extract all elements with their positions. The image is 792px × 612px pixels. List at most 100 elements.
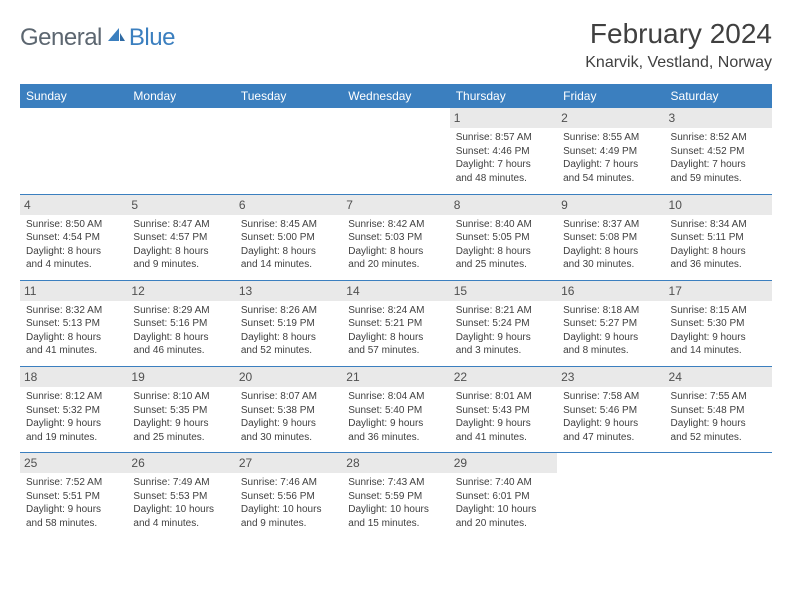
day-number: 23 bbox=[557, 367, 664, 387]
sunset-text: Sunset: 5:13 PM bbox=[26, 317, 121, 331]
sunrise-text: Sunrise: 7:40 AM bbox=[456, 476, 551, 490]
daylight-text-2: and 9 minutes. bbox=[133, 258, 228, 272]
daylight-text-1: Daylight: 8 hours bbox=[133, 245, 228, 259]
calendar-row: 18Sunrise: 8:12 AMSunset: 5:32 PMDayligh… bbox=[20, 366, 772, 452]
daylight-text-1: Daylight: 9 hours bbox=[133, 417, 228, 431]
sunrise-text: Sunrise: 7:43 AM bbox=[348, 476, 443, 490]
header: General Blue February 2024 Knarvik, Vest… bbox=[20, 18, 772, 72]
calendar-cell: 20Sunrise: 8:07 AMSunset: 5:38 PMDayligh… bbox=[235, 366, 342, 452]
day-number: 17 bbox=[665, 281, 772, 301]
calendar-cell: 4Sunrise: 8:50 AMSunset: 4:54 PMDaylight… bbox=[20, 194, 127, 280]
logo-word-2: Blue bbox=[129, 24, 175, 52]
calendar-cell: 22Sunrise: 8:01 AMSunset: 5:43 PMDayligh… bbox=[450, 366, 557, 452]
day-number: 24 bbox=[665, 367, 772, 387]
calendar-row: 4Sunrise: 8:50 AMSunset: 4:54 PMDaylight… bbox=[20, 194, 772, 280]
day-number: 20 bbox=[235, 367, 342, 387]
day-number: 1 bbox=[450, 108, 557, 128]
daylight-text-2: and 9 minutes. bbox=[241, 517, 336, 531]
day-number: 19 bbox=[127, 367, 234, 387]
sunrise-text: Sunrise: 8:50 AM bbox=[26, 218, 121, 232]
daylight-text-2: and 36 minutes. bbox=[348, 431, 443, 445]
sunset-text: Sunset: 5:11 PM bbox=[671, 231, 766, 245]
sunset-text: Sunset: 5:24 PM bbox=[456, 317, 551, 331]
day-header: Sunday bbox=[20, 84, 127, 108]
day-number: 11 bbox=[20, 281, 127, 301]
daylight-text-2: and 30 minutes. bbox=[563, 258, 658, 272]
calendar-cell: 8Sunrise: 8:40 AMSunset: 5:05 PMDaylight… bbox=[450, 194, 557, 280]
daylight-text-1: Daylight: 10 hours bbox=[348, 503, 443, 517]
daylight-text-1: Daylight: 7 hours bbox=[671, 158, 766, 172]
day-number: 5 bbox=[127, 195, 234, 215]
sunset-text: Sunset: 5:32 PM bbox=[26, 404, 121, 418]
calendar-cell: 6Sunrise: 8:45 AMSunset: 5:00 PMDaylight… bbox=[235, 194, 342, 280]
calendar-cell: 27Sunrise: 7:46 AMSunset: 5:56 PMDayligh… bbox=[235, 453, 342, 539]
day-number: 27 bbox=[235, 453, 342, 473]
daylight-text-2: and 3 minutes. bbox=[456, 344, 551, 358]
sunset-text: Sunset: 4:46 PM bbox=[456, 145, 551, 159]
daylight-text-2: and 14 minutes. bbox=[671, 344, 766, 358]
sunset-text: Sunset: 4:52 PM bbox=[671, 145, 766, 159]
daylight-text-1: Daylight: 7 hours bbox=[456, 158, 551, 172]
sunrise-text: Sunrise: 8:18 AM bbox=[563, 304, 658, 318]
day-number: 28 bbox=[342, 453, 449, 473]
sunrise-text: Sunrise: 7:55 AM bbox=[671, 390, 766, 404]
daylight-text-1: Daylight: 8 hours bbox=[26, 245, 121, 259]
daylight-text-1: Daylight: 8 hours bbox=[456, 245, 551, 259]
sunset-text: Sunset: 4:57 PM bbox=[133, 231, 228, 245]
calendar-cell: 29Sunrise: 7:40 AMSunset: 6:01 PMDayligh… bbox=[450, 453, 557, 539]
daylight-text-2: and 36 minutes. bbox=[671, 258, 766, 272]
sunrise-text: Sunrise: 8:04 AM bbox=[348, 390, 443, 404]
sunset-text: Sunset: 4:54 PM bbox=[26, 231, 121, 245]
daylight-text-1: Daylight: 8 hours bbox=[133, 331, 228, 345]
sunrise-text: Sunrise: 8:57 AM bbox=[456, 131, 551, 145]
logo: General Blue bbox=[20, 24, 175, 52]
day-number: 9 bbox=[557, 195, 664, 215]
sunset-text: Sunset: 5:51 PM bbox=[26, 490, 121, 504]
calendar-cell: 5 Sunrise: 8:47 AMSunset: 4:57 PMDaylight… bbox=[127, 194, 234, 280]
daylight-text-1: Daylight: 8 hours bbox=[671, 245, 766, 259]
daylight-text-2: and 20 minutes. bbox=[348, 258, 443, 272]
daylight-text-2: and 47 minutes. bbox=[563, 431, 658, 445]
sunset-text: Sunset: 5:03 PM bbox=[348, 231, 443, 245]
sunset-text: Sunset: 5:16 PM bbox=[133, 317, 228, 331]
daylight-text-1: Daylight: 8 hours bbox=[26, 331, 121, 345]
day-number: 26 bbox=[127, 453, 234, 473]
calendar-cell bbox=[342, 108, 449, 194]
day-number: 12 bbox=[127, 281, 234, 301]
daylight-text-1: Daylight: 10 hours bbox=[456, 503, 551, 517]
daylight-text-2: and 52 minutes. bbox=[671, 431, 766, 445]
calendar-cell bbox=[20, 108, 127, 194]
title-block: February 2024 Knarvik, Vestland, Norway bbox=[585, 18, 772, 72]
calendar-cell bbox=[235, 108, 342, 194]
daylight-text-2: and 41 minutes. bbox=[456, 431, 551, 445]
daylight-text-2: and 46 minutes. bbox=[133, 344, 228, 358]
daylight-text-1: Daylight: 10 hours bbox=[241, 503, 336, 517]
daylight-text-2: and 19 minutes. bbox=[26, 431, 121, 445]
day-number: 7 bbox=[342, 195, 449, 215]
day-number: 16 bbox=[557, 281, 664, 301]
day-number: 21 bbox=[342, 367, 449, 387]
sunrise-text: Sunrise: 8:29 AM bbox=[133, 304, 228, 318]
sunrise-text: Sunrise: 8:40 AM bbox=[456, 218, 551, 232]
daylight-text-1: Daylight: 7 hours bbox=[563, 158, 658, 172]
calendar-row: 11Sunrise: 8:32 AMSunset: 5:13 PMDayligh… bbox=[20, 280, 772, 366]
daylight-text-2: and 58 minutes. bbox=[26, 517, 121, 531]
daylight-text-1: Daylight: 9 hours bbox=[26, 417, 121, 431]
sunset-text: Sunset: 6:01 PM bbox=[456, 490, 551, 504]
calendar-cell bbox=[557, 453, 664, 539]
sunrise-text: Sunrise: 8:52 AM bbox=[671, 131, 766, 145]
sunrise-text: Sunrise: 8:47 AM bbox=[133, 218, 228, 232]
day-header: Monday bbox=[127, 84, 234, 108]
sunset-text: Sunset: 5:00 PM bbox=[241, 231, 336, 245]
sunrise-text: Sunrise: 7:52 AM bbox=[26, 476, 121, 490]
sunrise-text: Sunrise: 8:42 AM bbox=[348, 218, 443, 232]
calendar-cell: 12 Sunrise: 8:29 AMSunset: 5:16 PMDayligh… bbox=[127, 280, 234, 366]
calendar-cell: 7Sunrise: 8:42 AMSunset: 5:03 PMDaylight… bbox=[342, 194, 449, 280]
day-number: 6 bbox=[235, 195, 342, 215]
sunset-text: Sunset: 5:46 PM bbox=[563, 404, 658, 418]
calendar-cell: 11Sunrise: 8:32 AMSunset: 5:13 PMDayligh… bbox=[20, 280, 127, 366]
calendar-cell: 13Sunrise: 8:26 AMSunset: 5:19 PMDayligh… bbox=[235, 280, 342, 366]
calendar-cell: 9Sunrise: 8:37 AMSunset: 5:08 PMDaylight… bbox=[557, 194, 664, 280]
day-number: 2 bbox=[557, 108, 664, 128]
calendar-cell: 15Sunrise: 8:21 AMSunset: 5:24 PMDayligh… bbox=[450, 280, 557, 366]
